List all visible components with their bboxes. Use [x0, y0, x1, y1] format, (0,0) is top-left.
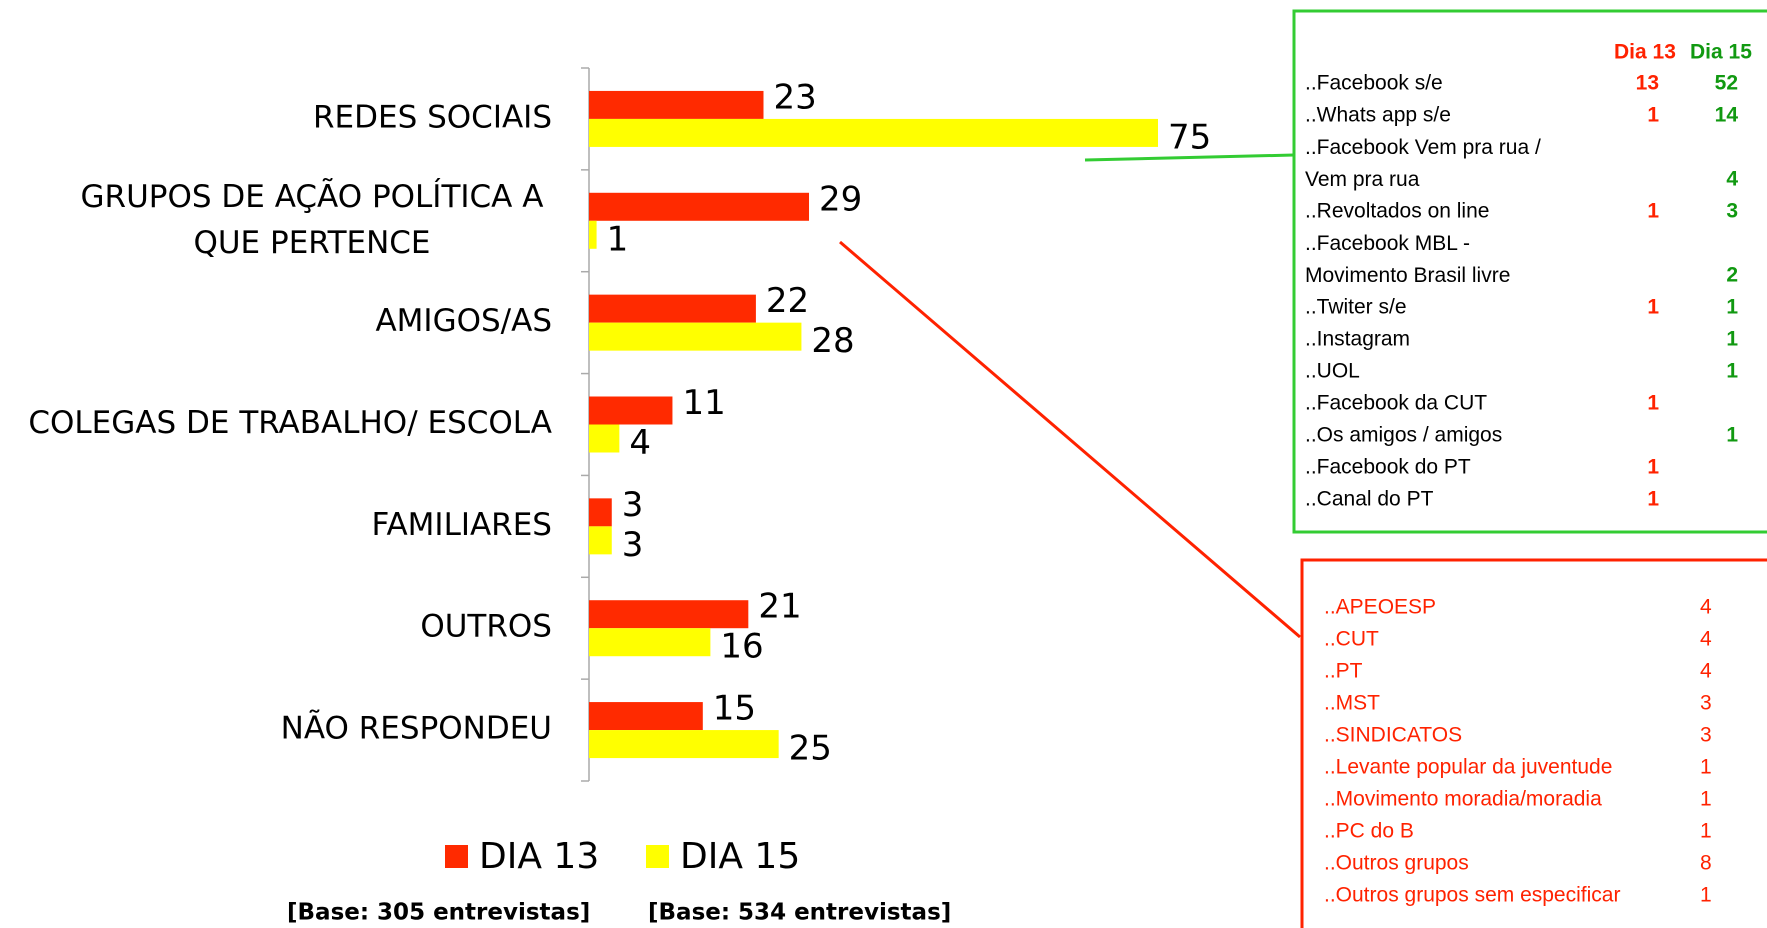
table-label: ..Movimento moradia/moradia	[1324, 788, 1602, 811]
table-label: ..Facebook s/e	[1305, 72, 1443, 95]
category-label: FAMILIARES	[371, 507, 552, 543]
table-value: 52	[1715, 72, 1738, 95]
red-connector	[839, 240, 1301, 639]
table-label: ..PT	[1324, 660, 1363, 683]
table-value: 3	[1726, 200, 1738, 223]
value-label: 23	[773, 77, 816, 117]
table-value: 1	[1700, 788, 1712, 811]
table-label: ..UOL	[1305, 360, 1360, 383]
table-label: ..PC do B	[1324, 820, 1414, 843]
table-value: 4	[1726, 168, 1738, 191]
value-label: 11	[682, 383, 725, 423]
base-note: [Base: 305 entrevistas]	[287, 900, 590, 926]
table-header: Dia 13	[1614, 41, 1676, 64]
bar	[589, 322, 802, 351]
table-label: ..Facebook do PT	[1305, 456, 1471, 479]
table-label: ..CUT	[1324, 628, 1379, 651]
table-value: 2	[1726, 264, 1738, 287]
bar	[589, 702, 703, 731]
bar	[589, 730, 779, 759]
table-value: 1	[1647, 488, 1659, 511]
category-label: AMIGOS/AS	[375, 303, 552, 339]
table-value: 8	[1700, 852, 1712, 875]
bar	[589, 498, 612, 527]
table-label: ..Twiter s/e	[1305, 296, 1407, 319]
table-label: ..Os amigos / amigos	[1305, 424, 1502, 447]
category-label: OUTROS	[420, 609, 552, 645]
value-label: 25	[789, 729, 832, 769]
table-value: 4	[1700, 596, 1712, 619]
table-value: 4	[1700, 660, 1712, 683]
bar	[589, 192, 810, 221]
table-value: 4	[1700, 628, 1712, 651]
bar	[589, 294, 756, 323]
table-value: 13	[1636, 72, 1659, 95]
value-label: 29	[819, 179, 862, 219]
category-label: GRUPOS DE AÇÃO POLÍTICA A QUE PERTENCE	[81, 178, 544, 260]
value-label: 22	[766, 281, 809, 321]
table-label: ..Facebook Vem pra rua / Vem pra rua	[1305, 136, 1541, 191]
green-box	[1292, 9, 1767, 534]
value-label: 15	[713, 689, 756, 729]
value-label: 3	[622, 485, 644, 525]
table-label: ..SINDICATOS	[1324, 724, 1462, 747]
table-label: ..MST	[1324, 692, 1380, 715]
table-label: ..Canal do PT	[1305, 488, 1434, 511]
value-label: 75	[1168, 117, 1211, 157]
category-label: COLEGAS DE TRABALHO/ ESCOLA	[28, 405, 552, 441]
table-value: 1	[1647, 200, 1659, 223]
table-value: 1	[1726, 360, 1738, 383]
table-value: 1	[1647, 104, 1659, 127]
table-header: Dia 15	[1690, 41, 1752, 64]
bar	[589, 526, 612, 555]
table-value: 1	[1647, 296, 1659, 319]
bar	[589, 396, 673, 425]
table-value: 1	[1726, 328, 1738, 351]
table-value: 1	[1647, 456, 1659, 479]
red-box	[1300, 558, 1767, 928]
green-connector	[1084, 153, 1295, 162]
table-value: 1	[1726, 296, 1738, 319]
value-label: 3	[622, 525, 644, 565]
value-label: 21	[758, 587, 801, 627]
category-label: NÃO RESPONDEU	[281, 711, 552, 747]
table-value: 1	[1700, 756, 1712, 779]
table-label: ..Outros grupos sem especificar	[1324, 884, 1620, 907]
legend-swatch	[646, 845, 669, 868]
table-value: 3	[1700, 724, 1712, 747]
value-label: 16	[720, 627, 763, 667]
bar	[589, 220, 597, 249]
table-label: ..Revoltados on line	[1305, 200, 1489, 223]
value-label: 1	[607, 219, 629, 259]
bar	[589, 118, 1158, 147]
table-value: 3	[1700, 692, 1712, 715]
bar	[589, 424, 620, 453]
legend-label: DIA 15	[680, 836, 800, 877]
table-label: ..Whats app s/e	[1305, 104, 1451, 127]
bar	[589, 628, 711, 657]
table-label: ..APEOESP	[1324, 596, 1436, 619]
table-value: 1	[1700, 884, 1712, 907]
table-label: ..Facebook MBL -Movimento Brasil livre	[1305, 232, 1510, 287]
table-value: 1	[1726, 424, 1738, 447]
table-value: 1	[1700, 820, 1712, 843]
table-value: 1	[1647, 392, 1659, 415]
value-label: 4	[629, 423, 651, 463]
bar	[589, 600, 749, 629]
table-label: ..Facebook da CUT	[1305, 392, 1487, 415]
table-label: ..Instagram	[1305, 328, 1410, 351]
table-label: ..Levante popular da juventude	[1324, 756, 1612, 779]
category-label: REDES SOCIAIS	[313, 99, 552, 135]
table-value: 14	[1715, 104, 1739, 127]
value-label: 28	[811, 321, 854, 361]
table-label: ..Outros grupos	[1324, 852, 1469, 875]
base-note: [Base: 534 entrevistas]	[648, 900, 951, 926]
legend-swatch	[445, 845, 468, 868]
bar	[589, 90, 764, 119]
legend-label: DIA 13	[479, 836, 599, 877]
